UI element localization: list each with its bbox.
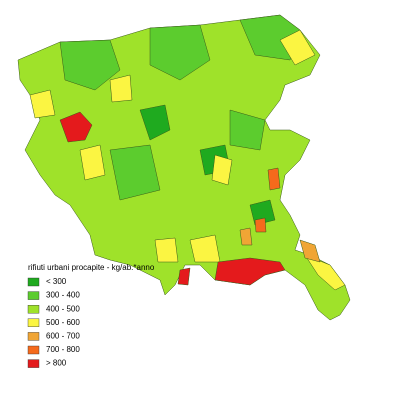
legend-label: 400 - 500 (46, 304, 80, 313)
legend: < 300 300 - 400 400 - 500 500 - 600 600 - 70… (27, 277, 80, 368)
legend-swatch (27, 305, 40, 314)
legend-label: 300 - 400 (46, 291, 80, 300)
legend-label: < 300 (46, 277, 67, 286)
legend-title: rifiuti urbani procapite - kg/ab.*anno (28, 263, 155, 272)
legend-swatch (27, 359, 40, 368)
legend-swatch (27, 318, 40, 327)
legend-label: > 800 (46, 359, 67, 368)
legend-label: 600 - 700 (46, 332, 80, 341)
legend-label: 500 - 600 (46, 318, 80, 327)
legend-swatch (27, 345, 40, 355)
region-map (17, 14, 351, 321)
legend-swatch (27, 291, 40, 300)
legend-swatch (27, 332, 40, 341)
legend-label: 700 - 800 (46, 345, 80, 354)
legend-swatch (27, 277, 40, 287)
